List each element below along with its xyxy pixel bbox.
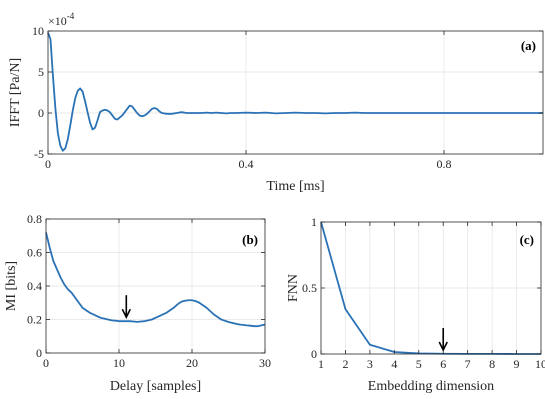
panel-c-xtick-label: 5 bbox=[416, 357, 422, 371]
panel-b-xtick-label: 30 bbox=[259, 356, 271, 370]
panel-a-xtick-label: 0.4 bbox=[239, 157, 254, 171]
panel-c-ytick-label: 0 bbox=[311, 347, 317, 361]
panel-b-ytick-label: 0.2 bbox=[27, 313, 42, 327]
panel-a-ytick-label: 10 bbox=[32, 24, 44, 38]
panel-c-xtick-label: 7 bbox=[465, 357, 471, 371]
panel-c-minimum-arrow bbox=[438, 328, 448, 352]
panel-c-xtick-label: 8 bbox=[489, 357, 495, 371]
panel-c-xtick-label: 9 bbox=[514, 357, 520, 371]
panel-b-ticks: 0 10 20 30 0 0.2 0.4 0.6 0.8 bbox=[27, 212, 271, 370]
panel-b-xtick-label: 0 bbox=[43, 356, 49, 370]
panel-a-y-multiplier: ×10-4 bbox=[48, 11, 75, 28]
panel-b-minimum-arrow bbox=[121, 295, 132, 319]
panel-c-arrow-head bbox=[438, 341, 448, 352]
panel-b-mutual-information: 0 10 20 30 0 0.2 0.4 0.6 0.8 (b) Delay [samples]… bbox=[4, 212, 271, 394]
panel-c-ytick-label: 0.5 bbox=[302, 281, 317, 295]
panel-c-xlabel: Embedding dimension bbox=[368, 379, 494, 394]
panel-c-xtick-label: 4 bbox=[391, 357, 397, 371]
panel-c-xtick-label: 6 bbox=[440, 357, 446, 371]
panel-c-false-nearest-neighbors: 1 2 3 4 5 6 7 8 9 10 0 0.5 1 (c) Embedding dimension… bbox=[286, 215, 545, 394]
panel-c-ticks: 1 2 3 4 5 6 7 8 9 10 0 0.5 1 bbox=[302, 215, 545, 371]
panel-c-xtick-label: 1 bbox=[318, 357, 324, 371]
panel-c-tag: (c) bbox=[520, 232, 534, 247]
panel-b-ytick-label: 0.6 bbox=[27, 246, 42, 260]
panel-a-xlabel: Time [ms] bbox=[266, 179, 324, 194]
panel-a-ytick-label: -5 bbox=[34, 147, 44, 161]
panel-a-ytick-label: 5 bbox=[38, 65, 44, 79]
panel-a-plot-area bbox=[48, 31, 543, 154]
panel-a-xtick-label: 0.8 bbox=[437, 157, 452, 171]
panel-b-ytick-label: 0.4 bbox=[27, 279, 42, 293]
panel-a-frame bbox=[47, 30, 544, 155]
panel-a-tag: (a) bbox=[521, 38, 536, 53]
panel-b-ylabel: MI [bits] bbox=[4, 261, 19, 311]
panel-b-series-line bbox=[45, 232, 266, 328]
panel-b-xtick-label: 20 bbox=[186, 356, 198, 370]
panel-a-ytick-label: 0 bbox=[38, 106, 44, 120]
panel-c-xtick-label: 10 bbox=[535, 357, 545, 371]
panel-c-xtick-label: 2 bbox=[342, 357, 348, 371]
panel-b-grid bbox=[46, 219, 265, 353]
panel-c-ytick-label: 1 bbox=[311, 215, 317, 229]
panel-c-xtick-label: 3 bbox=[367, 357, 373, 371]
panel-c-ylabel: FNN bbox=[286, 274, 301, 302]
panel-b-arrow-head bbox=[121, 308, 132, 319]
panel-b-ytick-label: 0.8 bbox=[27, 212, 42, 226]
panel-b-tag: (b) bbox=[242, 232, 258, 247]
panel-a-ylabel: IFFT [Pa/N] bbox=[8, 58, 23, 127]
panel-b-ytick-label: 0 bbox=[36, 346, 42, 360]
panel-b-xlabel: Delay [samples] bbox=[110, 379, 201, 394]
panel-a-xtick-label: 0 bbox=[45, 157, 51, 171]
panel-a-series-line bbox=[47, 32, 543, 152]
panel-b-xtick-label: 10 bbox=[113, 356, 125, 370]
